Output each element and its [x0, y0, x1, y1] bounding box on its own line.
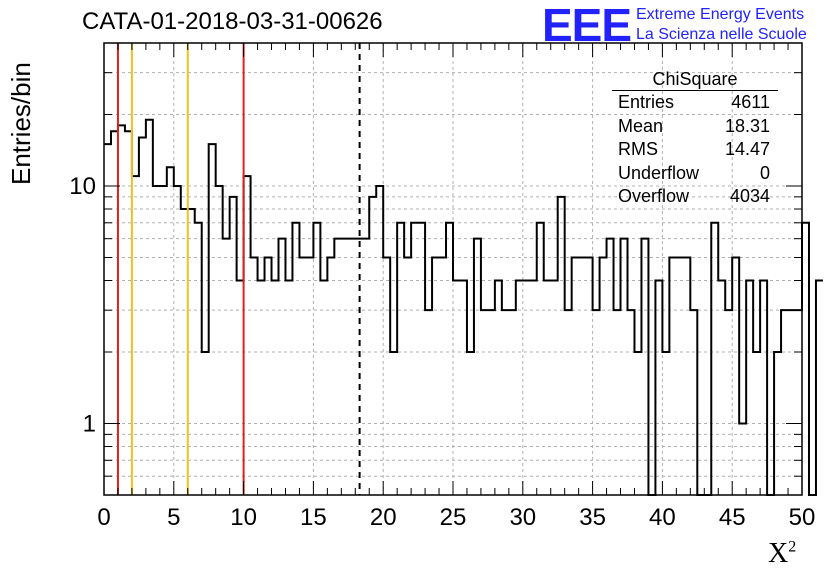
x-axis-label-superscript: 2	[788, 538, 797, 556]
x-tick-label: 35	[579, 504, 606, 531]
x-tick-label: 5	[167, 504, 180, 531]
x-tick-label: 30	[509, 504, 536, 531]
x-axis-label: X2	[768, 538, 796, 570]
stats-value: 0	[759, 162, 770, 183]
stats-label: Overflow	[618, 186, 690, 206]
stats-row-overflow: Overflow 4034	[612, 185, 778, 209]
stats-row-rms: RMS 14.47	[612, 138, 778, 162]
stats-box: ChiSquare Entries 4611 Mean 18.31 RMS 14.47…	[612, 68, 778, 209]
x-tick-label: 50	[789, 504, 816, 531]
y-axis-label: Entries/bin	[6, 62, 36, 185]
x-tick-label: 10	[230, 504, 257, 531]
logo-line-2: La Scienza nelle Scuole	[636, 26, 807, 43]
x-tick-label: 40	[649, 504, 676, 531]
x-axis-label-base: X	[768, 538, 789, 569]
logo-line-1: Extreme Energy Events	[636, 6, 805, 23]
y-tick-label: 10	[69, 173, 96, 200]
axis-ticks	[103, 42, 803, 496]
x-tick-label: 15	[300, 504, 327, 531]
stats-value: 14.47	[724, 139, 770, 159]
x-tick-label: 25	[440, 504, 467, 531]
stats-row-underflow: Underflow 0	[612, 162, 778, 186]
stats-value: 4034	[729, 186, 770, 206]
stats-value: 4611	[731, 92, 770, 112]
x-tick-label: 0	[97, 504, 110, 531]
chart-title: CATA-01-2018-03-31-00626	[82, 8, 383, 35]
x-tick-label: 45	[719, 504, 746, 531]
grid	[104, 42, 802, 496]
stats-label: Entries	[618, 92, 675, 112]
eee-logo: EEE	[542, 0, 632, 51]
x-tick-label: 20	[370, 504, 397, 531]
stats-value: 18.31	[724, 115, 770, 136]
stats-label: Underflow	[618, 162, 700, 183]
stats-row-entries: Entries 4611	[612, 91, 778, 115]
stats-row-mean: Mean 18.31	[612, 115, 778, 139]
reference-lines	[116, 43, 361, 495]
tick-labels: 0 5 10 15 20 25 30 35 40 45 50 1 10	[69, 173, 815, 531]
stats-box-name: ChiSquare	[612, 68, 778, 91]
y-tick-label: 1	[83, 411, 96, 438]
stats-label: RMS	[618, 139, 658, 159]
stats-label: Mean	[618, 115, 664, 136]
